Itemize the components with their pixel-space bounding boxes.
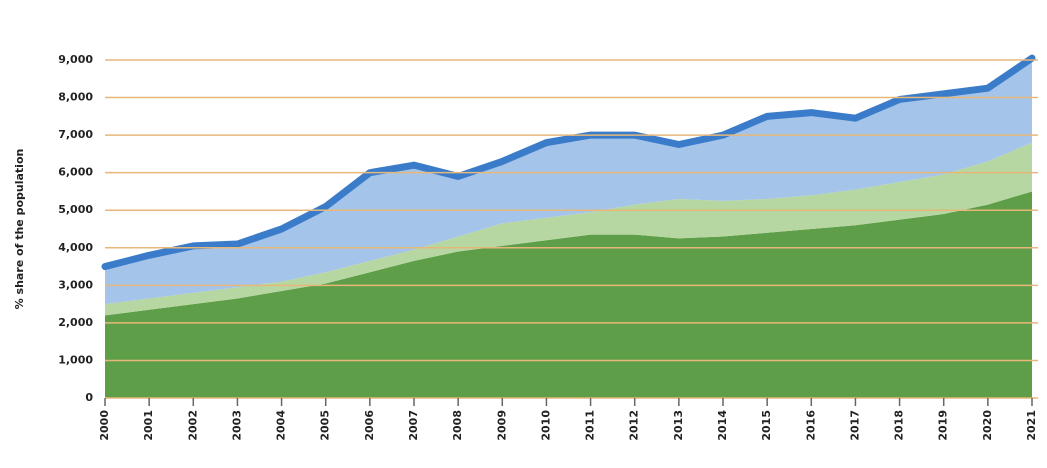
x-tick-label: 2009 (495, 410, 508, 441)
y-tick-label: 3,000 (58, 278, 93, 291)
area (105, 58, 1032, 305)
x-tick-label: 2018 (893, 410, 906, 441)
x-tick-label: 2014 (716, 410, 729, 441)
y-axis-label: % share of the population (13, 149, 26, 310)
x-tick-label: 2016 (804, 410, 817, 441)
x-tick-label: 2008 (451, 410, 464, 441)
y-tick-label: 7,000 (58, 128, 93, 141)
x-tick-label: 2015 (760, 410, 773, 441)
x-tick-label: 2000 (98, 410, 111, 441)
y-tick-label: 1,000 (58, 353, 93, 366)
x-tick-label: 2013 (672, 410, 685, 441)
x-tick-label: 2003 (230, 410, 243, 441)
y-tick-label: 5,000 (58, 203, 93, 216)
y-tick-label: 4,000 (58, 241, 93, 254)
x-tick-label: 2002 (186, 410, 199, 441)
y-tick-label: 0 (85, 391, 93, 404)
x-tick-label: 2019 (937, 410, 950, 441)
x-tick-label: 2005 (319, 410, 332, 441)
x-tick-label: 2020 (981, 410, 994, 441)
x-tick-label: 2021 (1025, 410, 1038, 441)
x-tick-label: 2007 (407, 410, 420, 441)
x-tick-label: 2001 (142, 410, 155, 441)
x-tick-label: 2004 (275, 410, 288, 441)
grid (105, 59, 1038, 362)
x-tick-label: 2010 (539, 410, 552, 441)
y-tick-label: 2,000 (58, 316, 93, 329)
y-tick-label: 6,000 (58, 166, 93, 179)
area (105, 142, 1032, 316)
x-tick-label: 2006 (363, 410, 376, 441)
x-tick-label: 2017 (848, 410, 861, 441)
y-tick-label: 9,000 (58, 53, 93, 66)
area (105, 191, 1032, 398)
total-outline (101, 54, 1036, 271)
y-tick-label: 8,000 (58, 91, 93, 104)
x-tick-label: 2011 (584, 410, 597, 441)
x-tick-label: 2012 (628, 410, 641, 441)
